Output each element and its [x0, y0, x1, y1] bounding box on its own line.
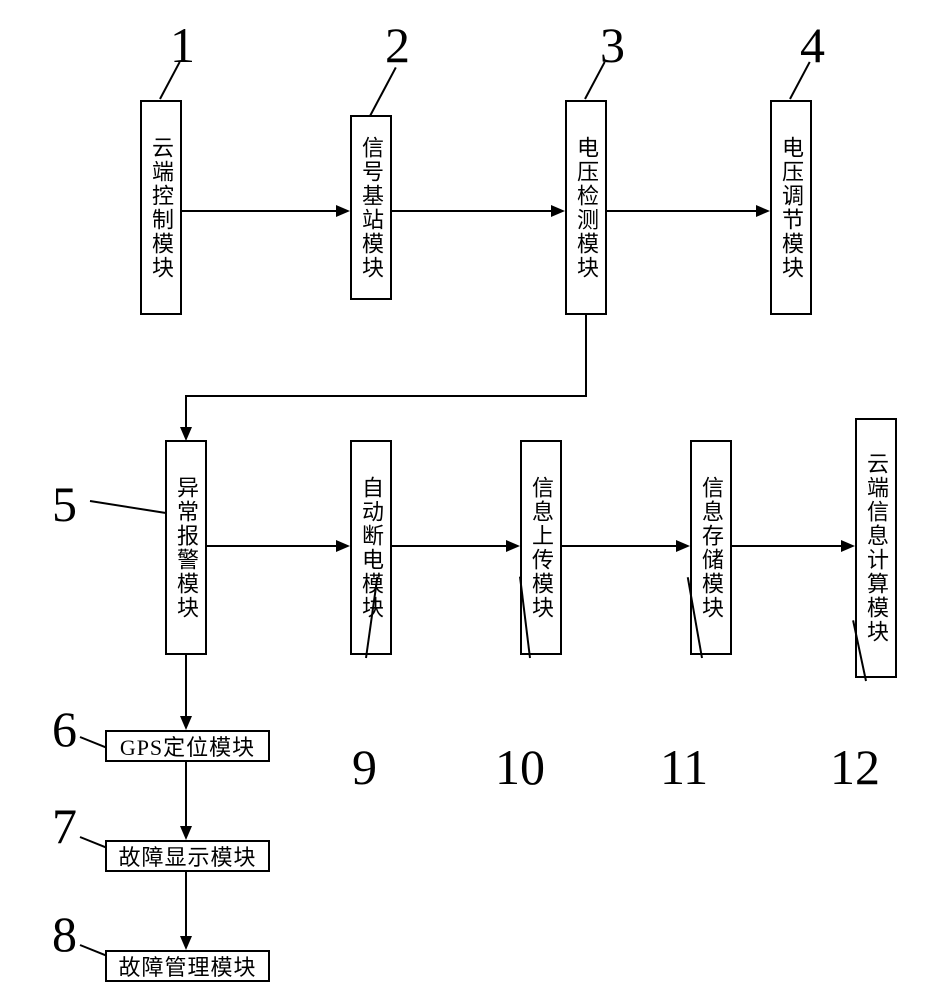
number-9: 9: [352, 738, 377, 796]
edge-5-9: [207, 545, 337, 547]
arrow-head: [336, 205, 350, 217]
arrow-head: [180, 936, 192, 950]
node-label: 云端控制模块: [145, 136, 177, 280]
node-voltage-detect: 电压检测模块: [565, 100, 607, 315]
node-signal-base: 信号基站模块: [350, 115, 392, 300]
edge-6-7: [185, 762, 187, 827]
node-gps: GPS定位模块: [105, 730, 270, 762]
node-alarm: 异常报警模块: [165, 440, 207, 655]
leader-2: [369, 67, 397, 117]
edge-9-10: [392, 545, 507, 547]
node-label: 信号基站模块: [355, 136, 387, 280]
arrow-head: [180, 427, 192, 441]
node-label: 信息存储模块: [695, 476, 727, 620]
node-cloud-control: 云端控制模块: [140, 100, 182, 315]
number-2: 2: [385, 16, 410, 74]
node-label: 故障管理模块: [118, 950, 256, 982]
number-10: 10: [495, 738, 545, 796]
leader-7: [80, 836, 107, 848]
node-fault-display: 故障显示模块: [105, 840, 270, 872]
edge-3-5-v2: [185, 395, 187, 429]
node-voltage-adjust: 电压调节模块: [770, 100, 812, 315]
leader-8: [80, 944, 107, 956]
edge-3-4: [607, 210, 757, 212]
edge-3-5-v1: [585, 315, 587, 395]
edge-10-11: [562, 545, 677, 547]
leader-5: [90, 500, 165, 514]
leader-6: [80, 736, 107, 748]
number-7: 7: [52, 797, 77, 855]
arrow-head: [336, 540, 350, 552]
edge-3-5-h: [185, 395, 587, 397]
node-label: 自动断电模块: [355, 476, 387, 620]
leader-3: [584, 61, 605, 99]
edge-11-12: [732, 545, 842, 547]
node-label: 信息上传模块: [525, 476, 557, 620]
node-label: 异常报警模块: [170, 476, 202, 620]
node-label: 故障显示模块: [118, 840, 256, 872]
arrow-head: [841, 540, 855, 552]
number-4: 4: [800, 16, 825, 74]
arrow-head: [676, 540, 690, 552]
arrow-head: [756, 205, 770, 217]
arrow-head: [551, 205, 565, 217]
number-1: 1: [170, 16, 195, 74]
number-5: 5: [52, 475, 77, 533]
arrow-head: [180, 716, 192, 730]
edge-1-2: [182, 210, 337, 212]
number-6: 6: [52, 700, 77, 758]
arrow-head: [506, 540, 520, 552]
number-12: 12: [830, 738, 880, 796]
node-label: 电压检测模块: [570, 136, 602, 280]
node-cloud-compute: 云端信息计算模块: [855, 418, 897, 678]
edge-2-3: [392, 210, 552, 212]
edge-5-6: [185, 655, 187, 717]
node-fault-manage: 故障管理模块: [105, 950, 270, 982]
edge-7-8: [185, 872, 187, 937]
node-label: 电压调节模块: [775, 136, 807, 280]
node-label: GPS定位模块: [120, 730, 255, 762]
number-11: 11: [660, 738, 708, 796]
number-8: 8: [52, 905, 77, 963]
arrow-head: [180, 826, 192, 840]
node-label: 云端信息计算模块: [860, 452, 892, 644]
